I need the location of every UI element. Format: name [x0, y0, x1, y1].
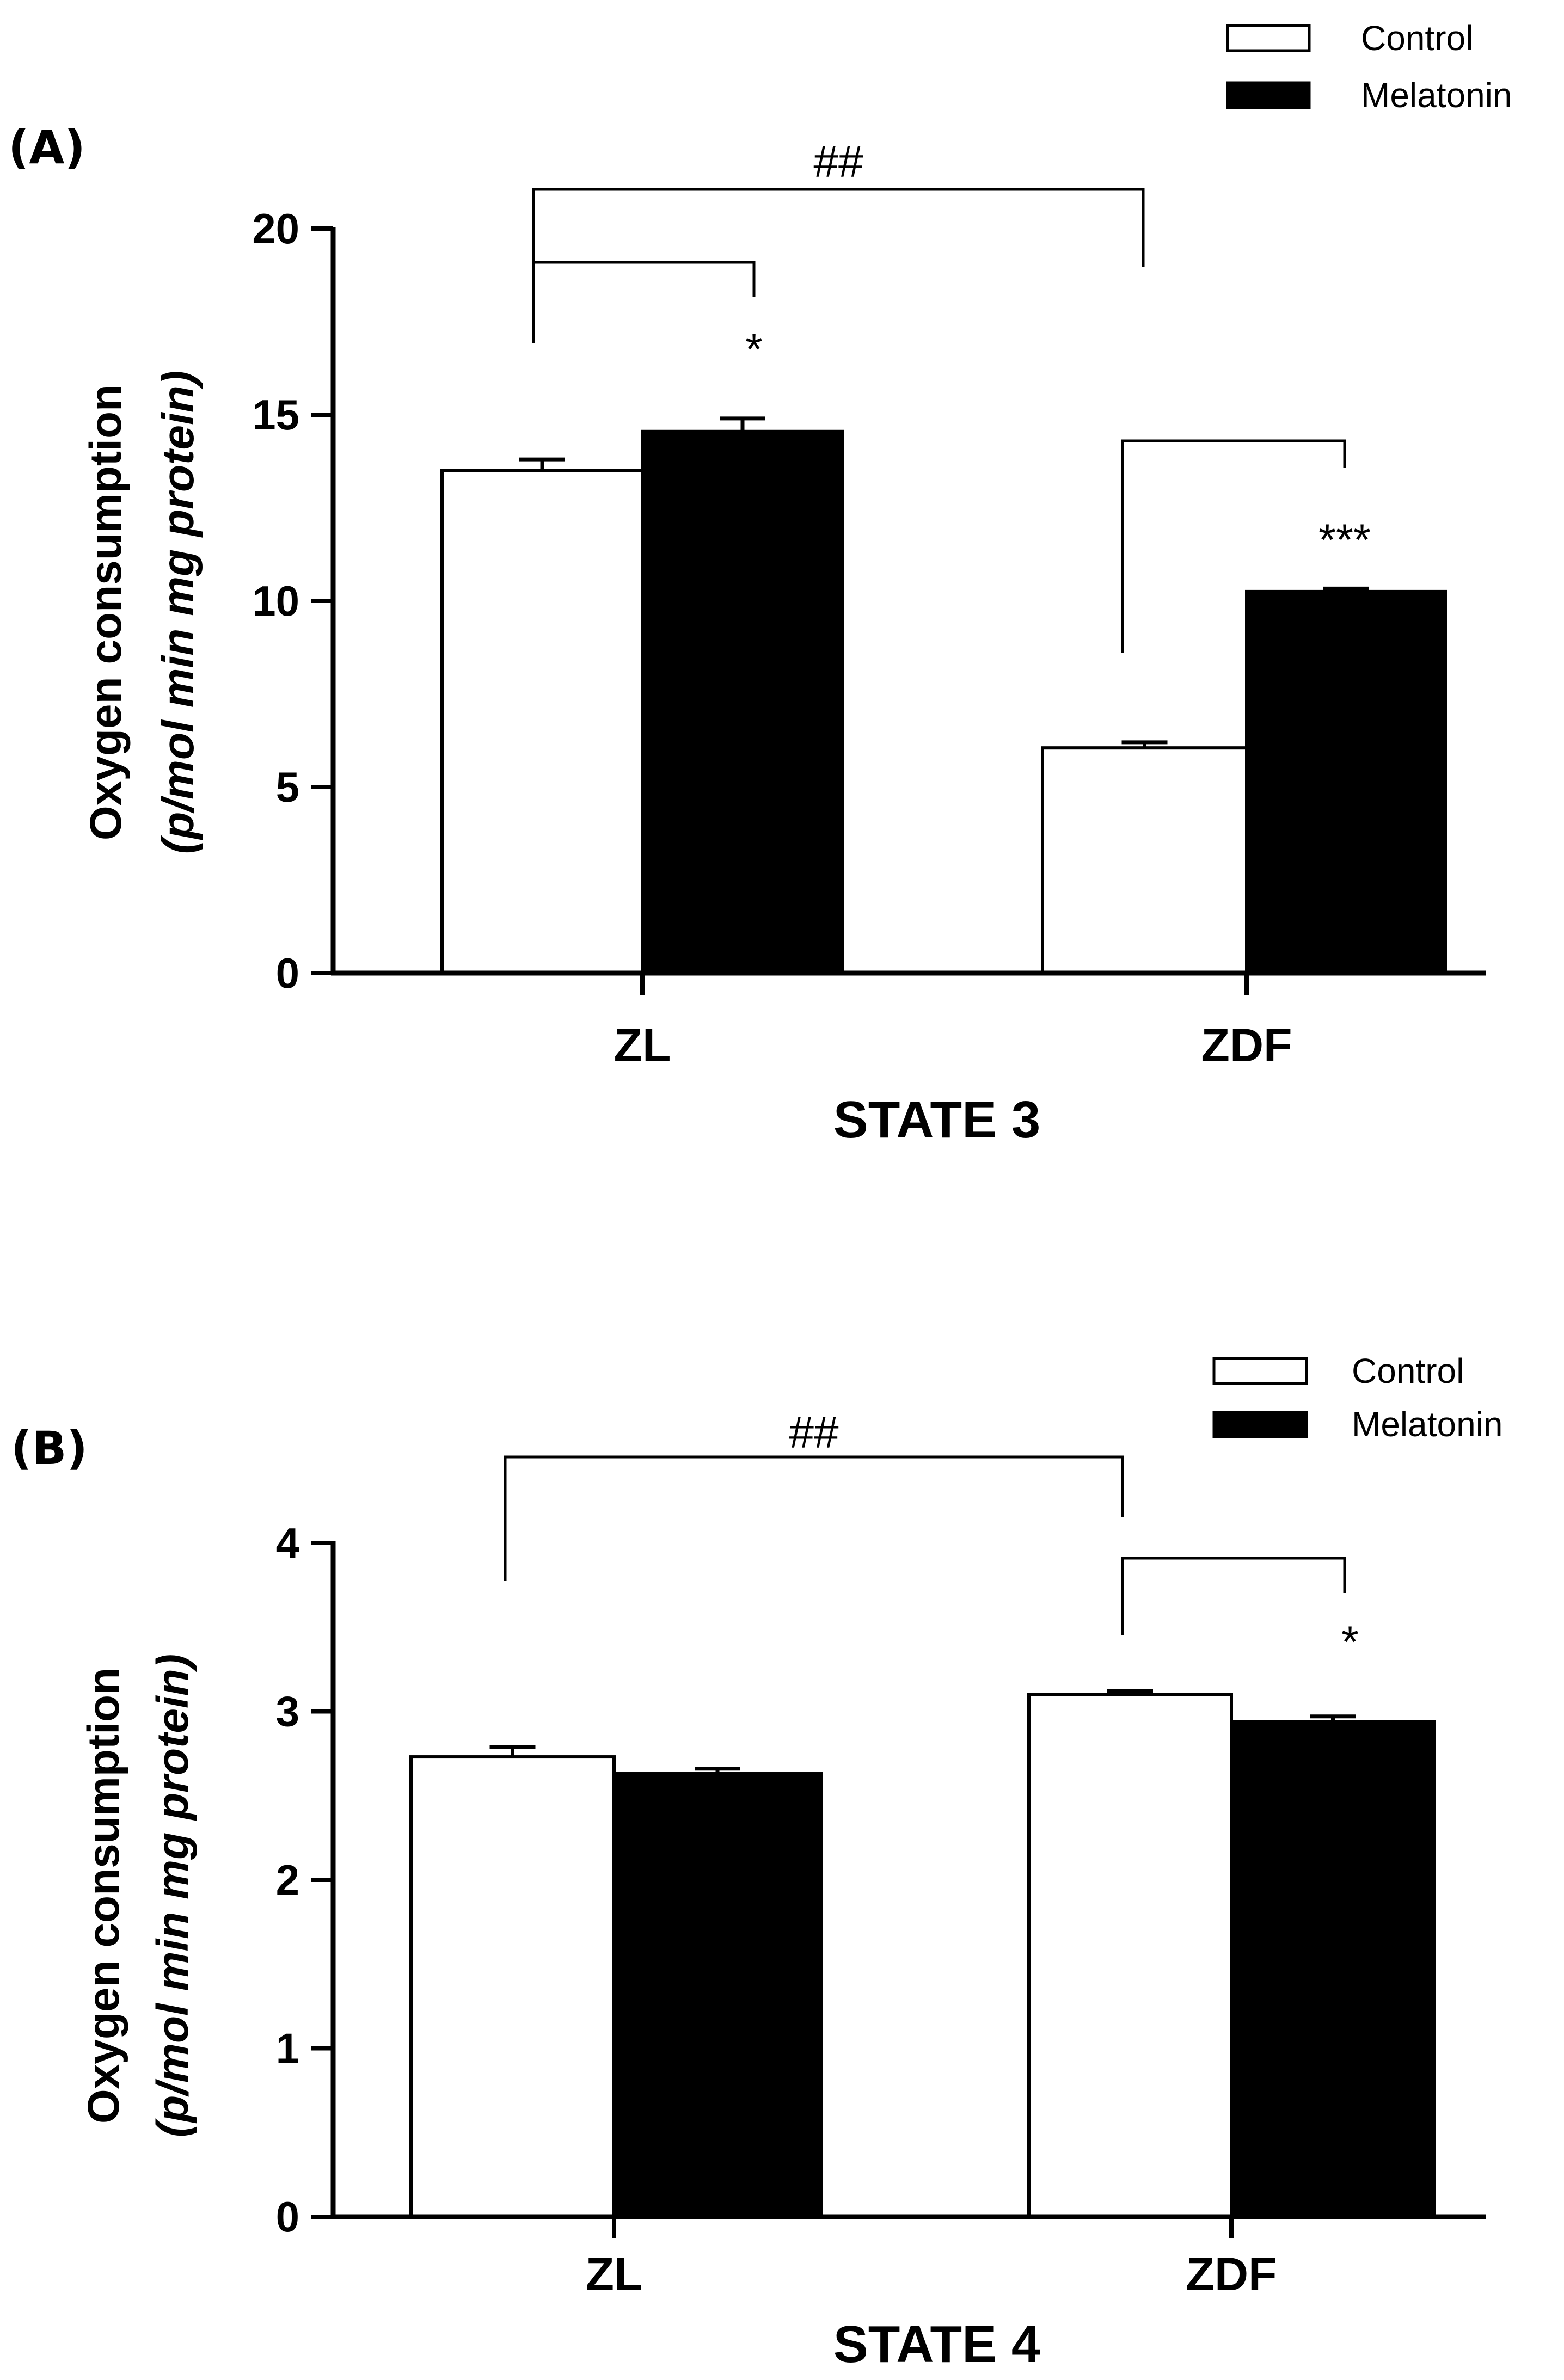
legend-label-melatonin: Melatonin — [1361, 76, 1512, 115]
y-tick-label: 0 — [276, 949, 299, 997]
legend-label-melatonin: Melatonin — [1352, 1405, 1503, 1444]
significance-bracket — [532, 188, 1145, 267]
bar-zl-melatonin — [641, 429, 844, 975]
bar-zl-control — [409, 1755, 616, 2218]
significance-label: *** — [1318, 515, 1371, 565]
x-category-label: ZL — [585, 2248, 642, 2301]
legend-label-control: Control — [1361, 19, 1473, 58]
significance-label: * — [1341, 1618, 1359, 1667]
y-tick-label: 0 — [276, 2193, 299, 2241]
legend-swatch-control — [1226, 24, 1311, 52]
legend-swatch-melatonin — [1212, 1411, 1308, 1438]
y-tick-label: 1 — [276, 2025, 299, 2072]
y-tick-label: 10 — [252, 577, 299, 625]
y-tick-label: 5 — [276, 763, 299, 811]
y-axis-units: (p/mol min mg protein) — [148, 1654, 198, 2137]
y-axis-units: (p/mol min mg protein) — [154, 371, 203, 854]
bar-zdf-melatonin — [1230, 1720, 1436, 2219]
y-tick-label: 15 — [252, 391, 299, 439]
bar-zdf-control — [1041, 746, 1248, 975]
bar-zl-control — [440, 469, 644, 975]
significance-bracket — [1121, 439, 1346, 653]
chart-panel-b: (B) 0 1 2 3 4 ZL ZDF STATE 4 Oxygen consumption (p… — [11, 1351, 1503, 2373]
significance-label: * — [745, 325, 763, 374]
significance-label: ## — [813, 137, 863, 187]
bar-zdf-control — [1027, 1693, 1233, 2219]
y-tick-label: 2 — [276, 1856, 299, 1904]
chart-panel-a: (A) 0 5 10 15 20 ZL ZDF STATE 3 Oxygen consumptio… — [8, 19, 1512, 1149]
x-axis-title: STATE 3 — [833, 1091, 1040, 1149]
x-category-label: ZDF — [1201, 1019, 1292, 1072]
significance-bracket — [504, 1455, 1124, 1581]
bar-zl-melatonin — [612, 1772, 823, 2218]
panel-label: (B) — [11, 1422, 88, 1475]
x-category-label: ZDF — [1186, 2248, 1277, 2301]
panel-label: (A) — [8, 121, 85, 174]
y-axis-title: Oxygen consumption — [81, 384, 131, 840]
y-tick-label: 3 — [276, 1688, 299, 1736]
legend-swatch-melatonin — [1226, 81, 1311, 109]
significance-bracket — [1121, 1557, 1346, 1635]
y-axis-title: Oxygen consumption — [79, 1668, 128, 2124]
legend-swatch-control — [1212, 1357, 1308, 1385]
y-tick-label: 20 — [252, 205, 299, 253]
x-axis-title: STATE 4 — [833, 2315, 1040, 2373]
bar-zdf-melatonin — [1245, 589, 1447, 975]
legend-label-control: Control — [1352, 1351, 1464, 1391]
y-tick-label: 4 — [276, 1519, 299, 1567]
x-category-label: ZL — [614, 1019, 671, 1072]
significance-bracket — [532, 261, 756, 343]
significance-label: ## — [789, 1408, 839, 1457]
